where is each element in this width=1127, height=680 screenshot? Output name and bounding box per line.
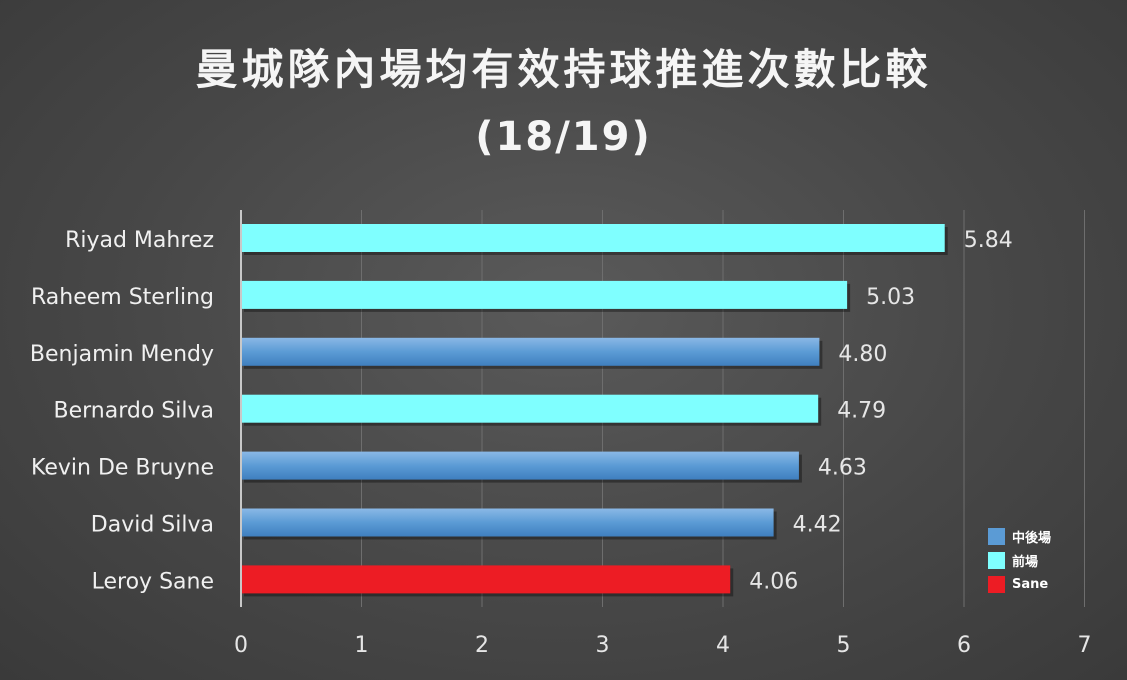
legend-label: 中後場	[1012, 530, 1052, 546]
data-label: 4.06	[749, 569, 798, 594]
x-tick-label: 3	[596, 633, 610, 658]
bar	[241, 337, 820, 366]
data-label: 5.84	[964, 228, 1013, 253]
legend-swatch	[988, 527, 1005, 545]
category-label: David Silva	[91, 513, 214, 538]
category-label: Benjamin Mendy	[30, 342, 214, 367]
category-label: Raheem Sterling	[31, 285, 214, 310]
chart-legend: 中後場前場 Sane	[988, 524, 1051, 596]
bar	[241, 451, 799, 480]
legend-label: 前場	[1012, 554, 1039, 570]
data-label: 4.80	[838, 342, 887, 367]
bar	[241, 224, 945, 252]
chart-title: 曼城隊內場均有效持球推進次數比較	[195, 45, 932, 94]
bar	[241, 508, 774, 537]
bar	[241, 280, 848, 309]
x-tick-label: 1	[355, 633, 369, 658]
bar	[241, 394, 819, 423]
legend-label: Sane	[1012, 576, 1049, 592]
category-label: Bernardo Silva	[54, 399, 214, 424]
legend-item: 中後場	[988, 524, 1051, 548]
bar	[241, 565, 731, 594]
category-label: Riyad Mahrez	[65, 228, 214, 253]
x-tick-label: 0	[234, 633, 248, 658]
chart-subtitle: (18/19)	[475, 114, 652, 160]
legend-item: Sane	[988, 572, 1051, 596]
legend-swatch	[988, 551, 1005, 569]
data-label: 4.79	[837, 399, 886, 424]
data-label: 5.03	[866, 285, 915, 310]
x-tick-label: 2	[475, 633, 489, 658]
x-tick-label: 7	[1078, 633, 1092, 658]
x-tick-label: 6	[957, 633, 971, 658]
legend-swatch	[988, 575, 1005, 593]
category-label: Kevin De Bruyne	[31, 456, 214, 481]
data-label: 4.42	[793, 513, 842, 538]
x-tick-label: 4	[716, 633, 730, 658]
legend-item: 前場	[988, 548, 1051, 572]
category-label: Leroy Sane	[92, 569, 214, 594]
x-tick-label: 5	[837, 633, 851, 658]
data-label: 4.63	[818, 456, 867, 481]
